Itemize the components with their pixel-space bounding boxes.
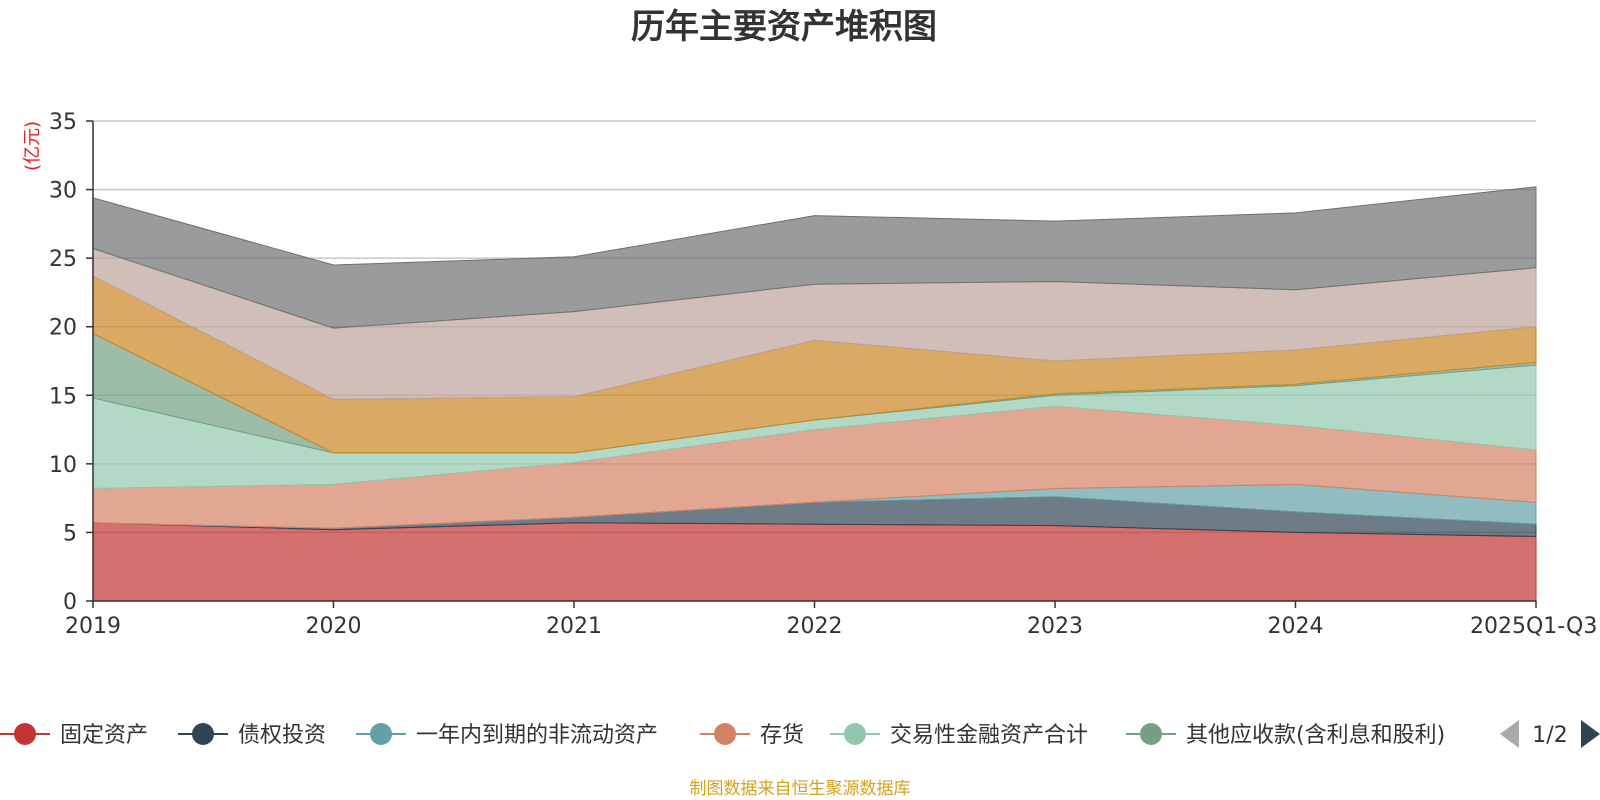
y-axis-unit-label: (亿元) [22, 121, 43, 171]
legend-marker-icon [844, 723, 866, 745]
legend-label-4: 交易性金融资产合计 [890, 723, 1088, 748]
legend-label-0: 固定资产 [60, 723, 148, 748]
x-tick-label-4: 2023 [1027, 614, 1083, 639]
legend-page-indicator: 1/2 [1532, 723, 1567, 748]
x-tick-label-5: 2024 [1268, 614, 1324, 639]
x-tick-label-2: 2021 [546, 614, 602, 639]
prev-page-icon[interactable] [1500, 720, 1519, 748]
x-tick-label-6: 2025Q1-Q3 [1470, 614, 1597, 639]
legend-item-4[interactable]: 交易性金融资产合计 [830, 723, 1088, 748]
legend-item-3[interactable]: 存货 [700, 723, 804, 748]
legend-marker-icon [1140, 723, 1162, 745]
y-axis-ticks: 0 5 10 15 20 25 30 35 [49, 110, 93, 615]
y-tick-label-4: 20 [49, 316, 77, 341]
x-tick-label-3: 2022 [787, 614, 843, 639]
legend-marker-icon [370, 723, 392, 745]
y-tick-label-5: 25 [49, 247, 77, 272]
area-series-0 [92, 522, 1537, 602]
y-tick-label-3: 15 [49, 384, 77, 409]
x-tick-label-0: 2019 [65, 614, 121, 639]
legend-item-5[interactable]: 其他应收款(含利息和股利) [1126, 723, 1445, 748]
legend-item-1[interactable]: 债权投资 [178, 723, 326, 748]
legend-marker-icon [14, 723, 36, 745]
legend: 固定资产 债权投资 一年内到期的非流动资产 存货 交易性金融资产合计 其他应收款(含利息和… [0, 723, 1445, 748]
y-tick-label-0: 0 [63, 590, 77, 615]
area-series-8 [92, 186, 1537, 329]
x-axis-ticks: 2019 2020 2021 2022 2023 2024 2025Q1-Q3 [65, 601, 1597, 639]
legend-item-0[interactable]: 固定资产 [0, 723, 148, 748]
next-page-icon[interactable] [1581, 720, 1600, 748]
legend-item-2[interactable]: 一年内到期的非流动资产 [356, 723, 658, 748]
legend-label-2: 一年内到期的非流动资产 [416, 723, 658, 748]
legend-label-5: 其他应收款(含利息和股利) [1186, 723, 1445, 748]
legend-label-3: 存货 [760, 723, 804, 748]
x-tick-label-1: 2020 [306, 614, 362, 639]
legend-pager: 1/2 [1500, 720, 1600, 748]
chart-title: 历年主要资产堆积图 [631, 7, 937, 47]
y-tick-label-1: 5 [63, 521, 77, 546]
legend-marker-icon [714, 723, 736, 745]
legend-marker-icon [192, 723, 214, 745]
data-source-note: 制图数据来自恒生聚源数据库 [690, 779, 911, 799]
area-series [92, 186, 1537, 602]
legend-label-1: 债权投资 [238, 723, 326, 748]
y-tick-label-6: 30 [49, 179, 77, 204]
y-tick-label-2: 10 [49, 453, 77, 478]
y-tick-label-7: 35 [49, 110, 77, 135]
